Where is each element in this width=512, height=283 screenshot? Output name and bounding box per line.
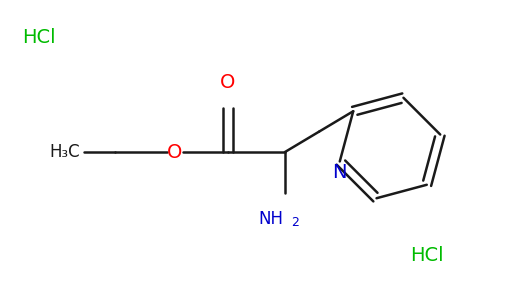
Text: O: O <box>167 143 183 162</box>
Text: NH: NH <box>258 210 283 228</box>
Text: N: N <box>332 164 347 183</box>
Text: O: O <box>220 73 236 92</box>
Text: HCl: HCl <box>22 28 56 47</box>
Text: 2: 2 <box>291 216 299 229</box>
Text: H₃C: H₃C <box>49 143 80 161</box>
Text: HCl: HCl <box>410 246 443 265</box>
